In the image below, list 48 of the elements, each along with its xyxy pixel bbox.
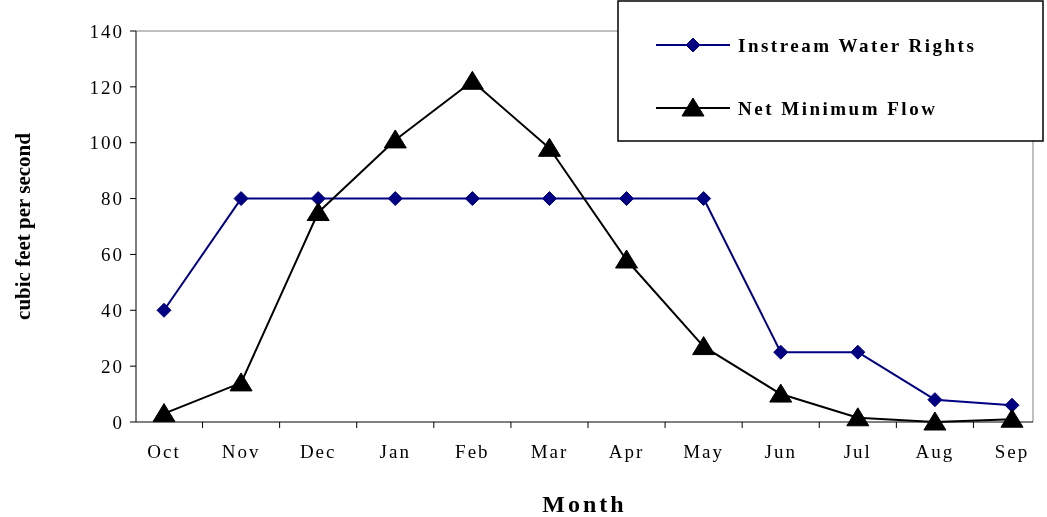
point [615, 249, 639, 269]
legend-label: Net Minimum Flow [738, 97, 938, 119]
y-tick-label: 40 [101, 299, 124, 321]
point [152, 403, 176, 423]
x-tick-label: Jul [843, 441, 872, 462]
x-tick-label: Jun [764, 441, 797, 462]
point [773, 344, 789, 360]
x-tick-label: Feb [455, 441, 490, 462]
x-tick-label: Apr [608, 441, 645, 462]
point [927, 392, 943, 408]
x-tick-label: Mar [530, 441, 569, 462]
legend-label: Instream Water Rights [738, 34, 977, 56]
y-tick-label: 20 [101, 355, 124, 377]
point [229, 372, 253, 392]
point [460, 70, 484, 90]
y-tick-label: 80 [101, 188, 124, 210]
y-tick-label: 140 [89, 20, 124, 42]
y-tick-label: 100 [89, 132, 124, 154]
point [1004, 397, 1020, 413]
point [692, 336, 716, 356]
x-axis-title: Month [542, 491, 627, 517]
point [846, 407, 870, 427]
x-tick-label: Nov [221, 441, 261, 462]
point [923, 411, 947, 431]
point [537, 137, 561, 157]
x-tick-label: Jan [379, 441, 411, 462]
point [233, 191, 249, 207]
y-tick-label: 0 [112, 411, 124, 433]
point [387, 191, 403, 207]
point [1000, 408, 1024, 428]
x-tick-label: Oct [147, 441, 181, 462]
point [769, 383, 793, 403]
point [306, 202, 330, 222]
point [464, 191, 480, 207]
x-tick-label: Aug [915, 441, 955, 462]
y-tick-label: 120 [89, 76, 124, 98]
x-tick-label: Sep [994, 441, 1030, 462]
point [541, 191, 557, 207]
point [383, 129, 407, 149]
point [850, 344, 866, 360]
x-tick-label: Dec [299, 441, 337, 462]
point [310, 191, 326, 207]
x-tick-label: May [683, 441, 725, 462]
y-tick-label: 60 [101, 244, 124, 266]
point [156, 302, 172, 318]
point [696, 191, 712, 207]
point [619, 191, 635, 207]
y-axis-title: cubic feet per second [11, 132, 35, 320]
